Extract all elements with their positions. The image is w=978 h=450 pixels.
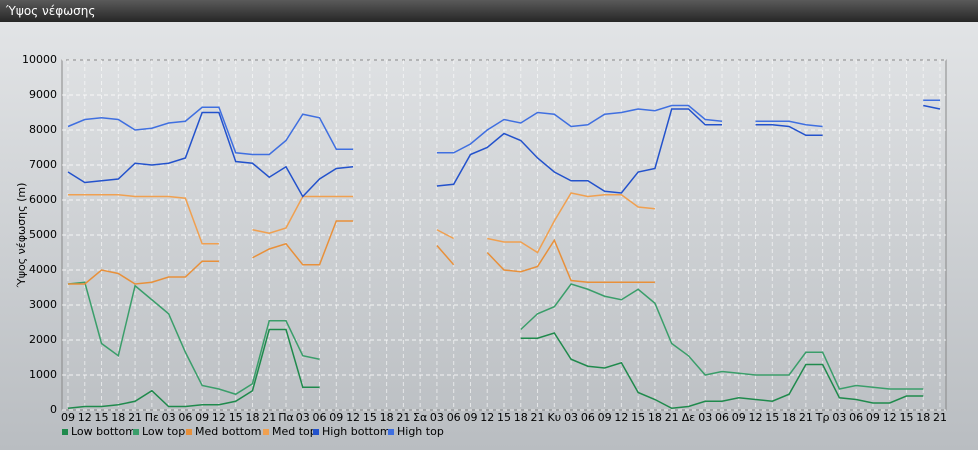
- x-tick-label: 03: [564, 411, 578, 424]
- series-line: [67, 328, 924, 410]
- chart: Ύψος νέφωσης (m) 0 1000 2000 3000 4000 5000 60…: [15, 53, 947, 438]
- legend-swatch: [62, 429, 68, 435]
- x-tick-label: 06: [849, 411, 863, 424]
- series-line: [67, 104, 941, 198]
- y-tick-label: 9000: [29, 88, 57, 101]
- x-tick-label: Κυ: [548, 411, 562, 424]
- x-tick-label: 12: [480, 411, 494, 424]
- x-tick-label: 21: [396, 411, 410, 424]
- y-axis-label: Ύψος νέφωσης (m): [15, 183, 28, 289]
- x-tick-label: 21: [531, 411, 545, 424]
- y-tick-label: 5000: [29, 228, 57, 241]
- y-tick-label: 3000: [29, 298, 57, 311]
- legend-label: Low bottom: [71, 425, 136, 438]
- x-tick-label: 03: [296, 411, 310, 424]
- x-tick-label: 06: [447, 411, 461, 424]
- x-tick-label: 09: [61, 411, 75, 424]
- x-tick-label: 18: [380, 411, 394, 424]
- y-tick-label: 2000: [29, 333, 57, 346]
- x-tick-label: 18: [245, 411, 259, 424]
- x-tick-label: 09: [866, 411, 880, 424]
- legend-label: Low top: [142, 425, 185, 438]
- x-tick-label: 15: [497, 411, 511, 424]
- x-tick-label: 15: [229, 411, 243, 424]
- y-tick-label: 7000: [29, 158, 57, 171]
- x-tick-label: 09: [598, 411, 612, 424]
- x-tick-label: 21: [262, 411, 276, 424]
- y-tick-label: 10000: [22, 53, 57, 66]
- x-tick-label: 18: [111, 411, 125, 424]
- x-tick-label: 18: [514, 411, 528, 424]
- x-tick-label: 09: [732, 411, 746, 424]
- y-tick-label: 0: [50, 403, 57, 416]
- x-tick-label: 06: [715, 411, 729, 424]
- y-tick-label: 8000: [29, 123, 57, 136]
- x-tick-label: 03: [162, 411, 176, 424]
- x-tick-label: 03: [832, 411, 846, 424]
- x-tick-label: 12: [346, 411, 360, 424]
- x-tick-label: Σα: [413, 411, 427, 424]
- legend-label: Med top: [272, 425, 317, 438]
- x-tick-label: 21: [665, 411, 679, 424]
- legend-swatch: [263, 429, 269, 435]
- legend-swatch: [133, 429, 139, 435]
- y-tick-label: 4000: [29, 263, 57, 276]
- x-tick-label: 12: [883, 411, 897, 424]
- window-title: Ύψος νέφωσης: [0, 0, 978, 22]
- series-line: [67, 99, 940, 156]
- x-tick-label: 12: [78, 411, 92, 424]
- legend-swatch: [186, 429, 192, 435]
- x-tick-label: Τρ: [815, 411, 830, 424]
- x-tick-label: Πα: [278, 411, 294, 424]
- x-tick-label: 06: [313, 411, 327, 424]
- x-tick-label: 15: [899, 411, 913, 424]
- legend-label: High top: [397, 425, 444, 438]
- legend-label: Med bottom: [195, 425, 262, 438]
- x-tick-label: 12: [614, 411, 628, 424]
- x-tick-label: 12: [212, 411, 226, 424]
- x-tick-label: 15: [631, 411, 645, 424]
- x-tick-label: Δε: [682, 411, 696, 424]
- x-tick-label: 03: [698, 411, 712, 424]
- x-tick-label: 09: [463, 411, 477, 424]
- legend-swatch: [388, 429, 394, 435]
- x-tick-label: 18: [782, 411, 796, 424]
- x-tick-label: 21: [128, 411, 142, 424]
- x-tick-label: Πε: [145, 411, 159, 424]
- legend-label: High bottom: [322, 425, 391, 438]
- x-tick-label: 12: [749, 411, 763, 424]
- series-line: [67, 281, 924, 396]
- x-tick-label: 09: [329, 411, 343, 424]
- x-tick-label: 06: [178, 411, 192, 424]
- x-tick-label: 18: [648, 411, 662, 424]
- x-tick-label: 09: [195, 411, 209, 424]
- series-line: [68, 220, 655, 285]
- x-tick-label: 15: [765, 411, 779, 424]
- series-line: [68, 192, 656, 254]
- x-tick-label: 15: [363, 411, 377, 424]
- y-tick-label: 6000: [29, 193, 57, 206]
- x-tick-label: 18: [916, 411, 930, 424]
- x-tick-label: 06: [581, 411, 595, 424]
- y-tick-label: 1000: [29, 368, 57, 381]
- legend-swatch: [313, 429, 319, 435]
- x-tick-label: 21: [933, 411, 947, 424]
- x-tick-label: 03: [430, 411, 444, 424]
- x-tick-label: 21: [799, 411, 813, 424]
- x-tick-label: 15: [95, 411, 109, 424]
